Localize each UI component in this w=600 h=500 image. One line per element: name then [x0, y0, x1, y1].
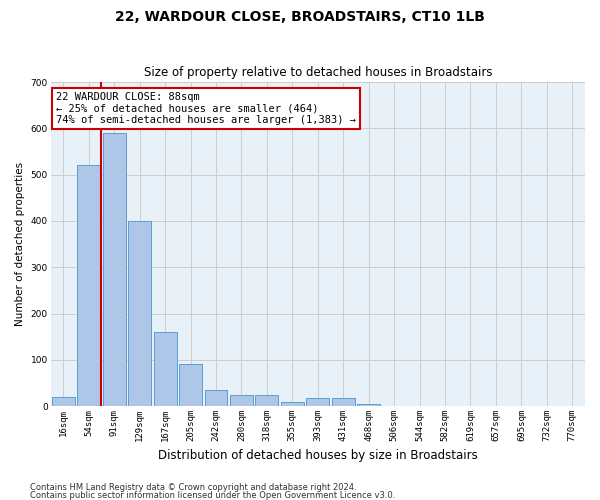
- Bar: [154, 332, 176, 406]
- Bar: [281, 402, 304, 406]
- Text: Contains HM Land Registry data © Crown copyright and database right 2024.: Contains HM Land Registry data © Crown c…: [30, 484, 356, 492]
- Bar: [256, 394, 278, 406]
- Text: 22, WARDOUR CLOSE, BROADSTAIRS, CT10 1LB: 22, WARDOUR CLOSE, BROADSTAIRS, CT10 1LB: [115, 10, 485, 24]
- Bar: [128, 221, 151, 406]
- X-axis label: Distribution of detached houses by size in Broadstairs: Distribution of detached houses by size …: [158, 450, 478, 462]
- Bar: [103, 133, 125, 406]
- Title: Size of property relative to detached houses in Broadstairs: Size of property relative to detached ho…: [143, 66, 492, 80]
- Text: 22 WARDOUR CLOSE: 88sqm
← 25% of detached houses are smaller (464)
74% of semi-d: 22 WARDOUR CLOSE: 88sqm ← 25% of detache…: [56, 92, 356, 125]
- Bar: [357, 404, 380, 406]
- Bar: [52, 397, 75, 406]
- Bar: [77, 166, 100, 406]
- Y-axis label: Number of detached properties: Number of detached properties: [15, 162, 25, 326]
- Bar: [179, 364, 202, 406]
- Text: Contains public sector information licensed under the Open Government Licence v3: Contains public sector information licen…: [30, 490, 395, 500]
- Bar: [230, 394, 253, 406]
- Bar: [307, 398, 329, 406]
- Bar: [332, 398, 355, 406]
- Bar: [205, 390, 227, 406]
